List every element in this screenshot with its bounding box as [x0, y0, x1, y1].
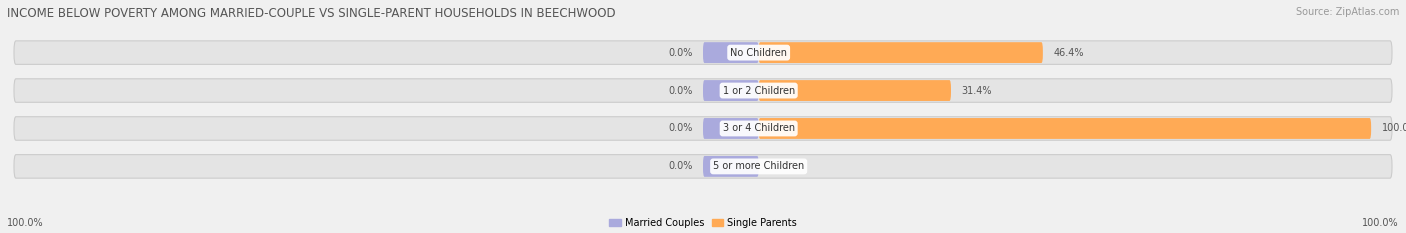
Text: 1 or 2 Children: 1 or 2 Children: [723, 86, 794, 96]
Text: 0.0%: 0.0%: [668, 123, 693, 134]
FancyBboxPatch shape: [703, 156, 759, 177]
FancyBboxPatch shape: [14, 41, 1392, 64]
FancyBboxPatch shape: [703, 42, 759, 63]
Legend: Married Couples, Single Parents: Married Couples, Single Parents: [605, 214, 801, 232]
FancyBboxPatch shape: [14, 79, 1392, 102]
FancyBboxPatch shape: [14, 155, 1392, 178]
FancyBboxPatch shape: [759, 118, 1371, 139]
Text: INCOME BELOW POVERTY AMONG MARRIED-COUPLE VS SINGLE-PARENT HOUSEHOLDS IN BEECHWO: INCOME BELOW POVERTY AMONG MARRIED-COUPL…: [7, 7, 616, 20]
Text: 0.0%: 0.0%: [668, 161, 693, 171]
Text: 100.0%: 100.0%: [1382, 123, 1406, 134]
Text: 0.0%: 0.0%: [668, 86, 693, 96]
Text: 46.4%: 46.4%: [1053, 48, 1084, 58]
Text: 0.0%: 0.0%: [668, 48, 693, 58]
Text: 3 or 4 Children: 3 or 4 Children: [723, 123, 794, 134]
Text: No Children: No Children: [730, 48, 787, 58]
FancyBboxPatch shape: [14, 117, 1392, 140]
FancyBboxPatch shape: [703, 80, 759, 101]
Text: 0.0%: 0.0%: [773, 161, 797, 171]
Text: 100.0%: 100.0%: [7, 218, 44, 228]
FancyBboxPatch shape: [759, 80, 950, 101]
Text: 5 or more Children: 5 or more Children: [713, 161, 804, 171]
Text: 31.4%: 31.4%: [962, 86, 991, 96]
FancyBboxPatch shape: [703, 118, 759, 139]
Text: 100.0%: 100.0%: [1362, 218, 1399, 228]
Text: Source: ZipAtlas.com: Source: ZipAtlas.com: [1295, 7, 1399, 17]
FancyBboxPatch shape: [759, 42, 1043, 63]
